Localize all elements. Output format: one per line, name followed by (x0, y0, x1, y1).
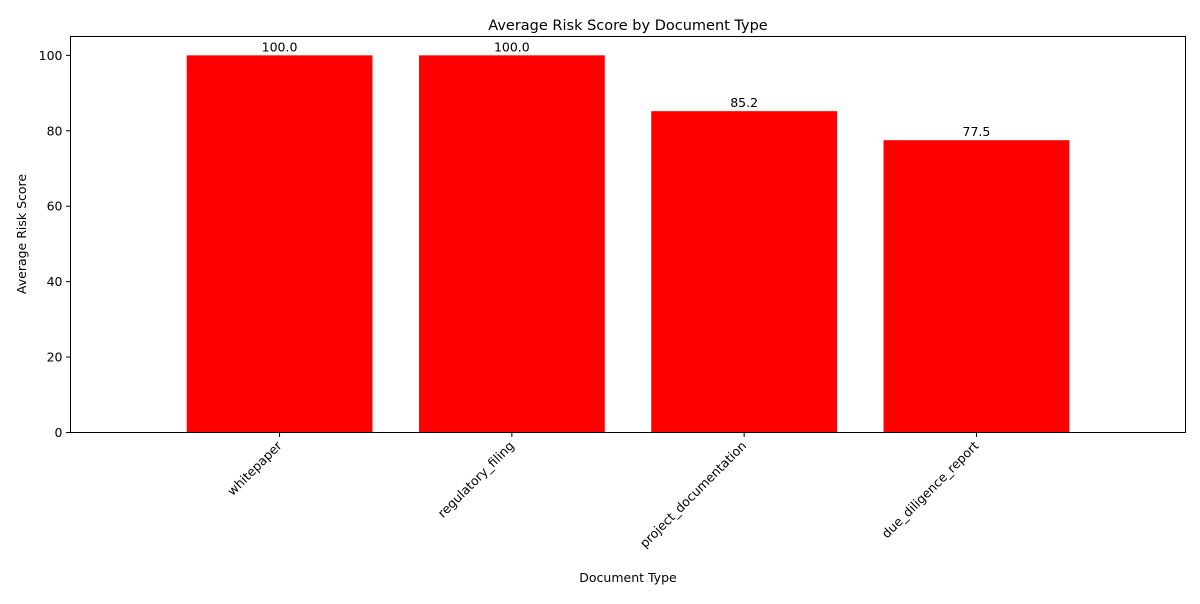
bar-value-label: 100.0 (494, 39, 530, 54)
y-tick-label: 0 (55, 425, 63, 440)
bar-project-documentation (651, 111, 838, 433)
value-labels-group: 100.0 100.0 85.2 77.5 (262, 39, 991, 139)
y-tick-label: 100 (39, 48, 63, 63)
y-tick-label: 40 (47, 274, 63, 289)
chart-title: Average Risk Score by Document Type (488, 18, 768, 34)
bar-value-label: 100.0 (262, 39, 298, 54)
y-tick-label: 60 (47, 199, 63, 214)
x-tick-label: whitepaper (224, 437, 285, 498)
plot-frame (70, 36, 1186, 433)
x-axis: whitepaper regulatory_filing project_docum… (224, 432, 982, 551)
bar-value-label: 77.5 (963, 124, 991, 139)
bar-regulatory-filing (418, 55, 605, 433)
x-axis-label: Document Type (579, 570, 677, 585)
x-tick-label: regulatory_filing (435, 438, 517, 520)
y-tick-label: 80 (47, 123, 63, 138)
x-tick-label: due_diligence_report (879, 438, 982, 541)
y-axis-label: Average Risk Score (14, 174, 29, 295)
x-tick-label: project_documentation (637, 438, 750, 551)
y-axis: 0 20 40 60 80 100 (39, 48, 71, 440)
bar-whitepaper (186, 55, 373, 433)
bar-value-label: 85.2 (730, 95, 758, 110)
bar-due-diligence-report (883, 140, 1070, 433)
y-tick-label: 20 (47, 350, 63, 365)
bars-group (186, 55, 1070, 433)
